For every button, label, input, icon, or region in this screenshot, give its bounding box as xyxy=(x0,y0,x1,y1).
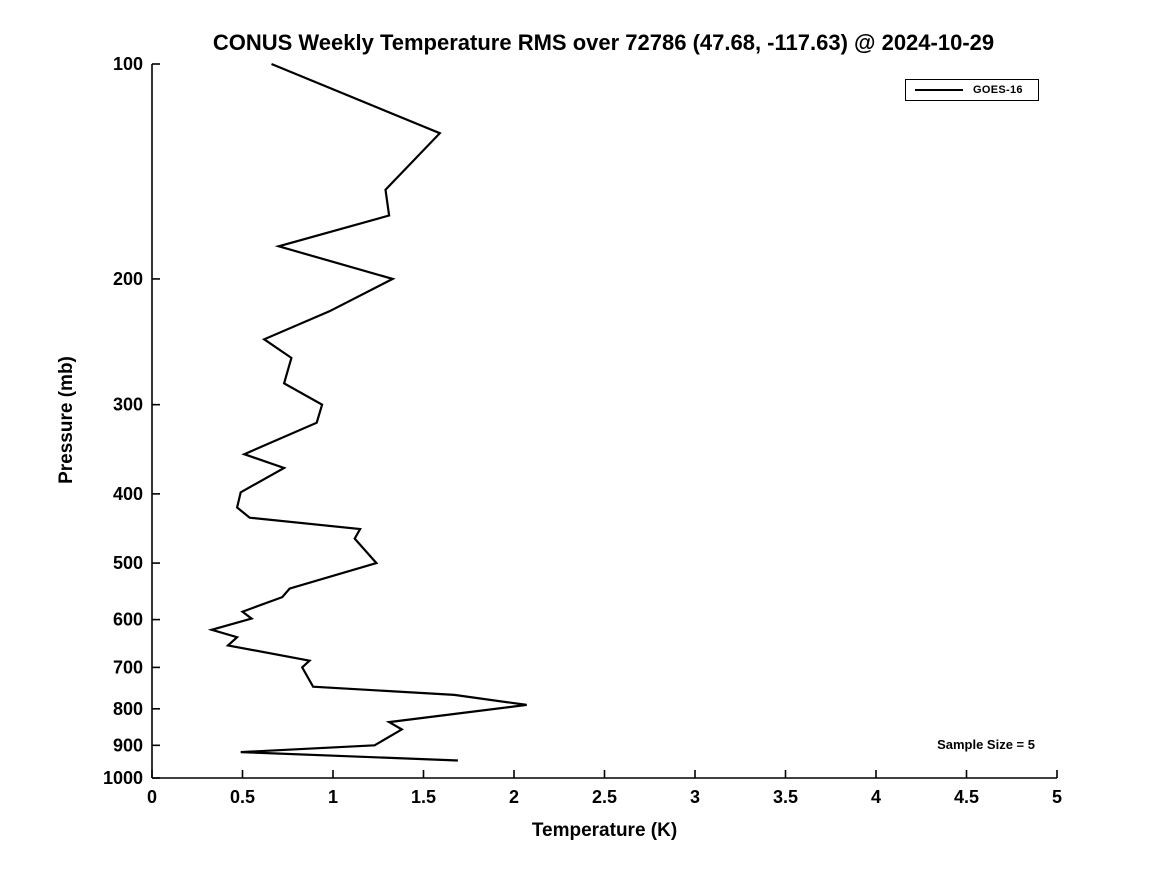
y-tick-label: 500 xyxy=(113,553,143,573)
x-tick-label: 3 xyxy=(690,787,700,807)
y-axis-label: Pressure (mb) xyxy=(56,356,77,484)
x-tick-label: 4.5 xyxy=(954,787,979,807)
y-tick-label: 900 xyxy=(113,735,143,755)
y-tick-label: 100 xyxy=(113,54,143,74)
y-tick-label: 400 xyxy=(113,484,143,504)
legend: GOES-16 xyxy=(905,79,1039,101)
y-tick-label: 200 xyxy=(113,269,143,289)
y-tick-label: 700 xyxy=(113,657,143,677)
x-tick-label: 3.5 xyxy=(773,787,798,807)
legend-line-sample-icon xyxy=(915,89,963,91)
y-tick-label: 1000 xyxy=(103,768,143,788)
x-tick-label: 0.5 xyxy=(230,787,255,807)
x-tick-label: 1.5 xyxy=(411,787,436,807)
x-tick-label: 2 xyxy=(509,787,519,807)
x-tick-label: 5 xyxy=(1052,787,1062,807)
x-tick-label: 1 xyxy=(328,787,338,807)
y-tick-label: 600 xyxy=(113,610,143,630)
x-tick-label: 2.5 xyxy=(592,787,617,807)
legend-label: GOES-16 xyxy=(973,84,1023,96)
series-line-goes-16 xyxy=(207,62,527,762)
sample-size-annotation: Sample Size = 5 xyxy=(937,737,1035,752)
chart-title: CONUS Weekly Temperature RMS over 72786 … xyxy=(212,30,995,55)
y-tick-label: 300 xyxy=(113,395,143,415)
x-tick-label: 0 xyxy=(147,787,157,807)
x-tick-label: 4 xyxy=(871,787,881,807)
x-axis-label: Temperature (K) xyxy=(531,820,678,841)
y-tick-label: 800 xyxy=(113,699,143,719)
